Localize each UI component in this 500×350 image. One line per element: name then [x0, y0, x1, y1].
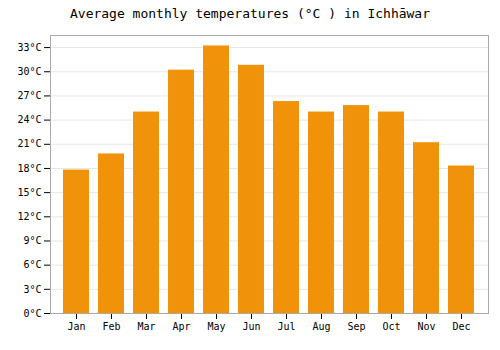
svg-text:Jan: Jan	[67, 321, 85, 332]
svg-text:18°C: 18°C	[17, 163, 41, 174]
svg-text:30°C: 30°C	[17, 66, 41, 77]
svg-text:Jun: Jun	[242, 321, 260, 332]
svg-text:Sep: Sep	[347, 321, 365, 332]
svg-text:6°C: 6°C	[23, 259, 41, 270]
svg-text:24°C: 24°C	[17, 114, 41, 125]
svg-text:27°C: 27°C	[17, 90, 41, 101]
html-text:Average monthly temperatures (: Average monthly temperatures (°C ) in Ic…	[70, 6, 430, 21]
svg-text:Jul: Jul	[277, 321, 295, 332]
svg-text:Mar: Mar	[137, 321, 155, 332]
svg-text:Oct: Oct	[382, 321, 400, 332]
svg-text:3°C: 3°C	[23, 284, 41, 295]
svg-text:Feb: Feb	[102, 321, 120, 332]
svg-text:21°C: 21°C	[17, 138, 41, 149]
svg-text:0°C: 0°C	[23, 308, 41, 319]
svg-text:Dec: Dec	[452, 321, 470, 332]
svg-text:Nov: Nov	[417, 321, 435, 332]
svg-text:Aug: Aug	[312, 321, 330, 332]
svg-text:15°C: 15°C	[17, 187, 41, 198]
svg-text:33°C: 33°C	[17, 42, 41, 53]
svg-text:May: May	[207, 321, 225, 332]
svg-text:Apr: Apr	[172, 321, 190, 332]
svg-text:9°C: 9°C	[23, 235, 41, 246]
svg-text:12°C: 12°C	[17, 211, 41, 222]
